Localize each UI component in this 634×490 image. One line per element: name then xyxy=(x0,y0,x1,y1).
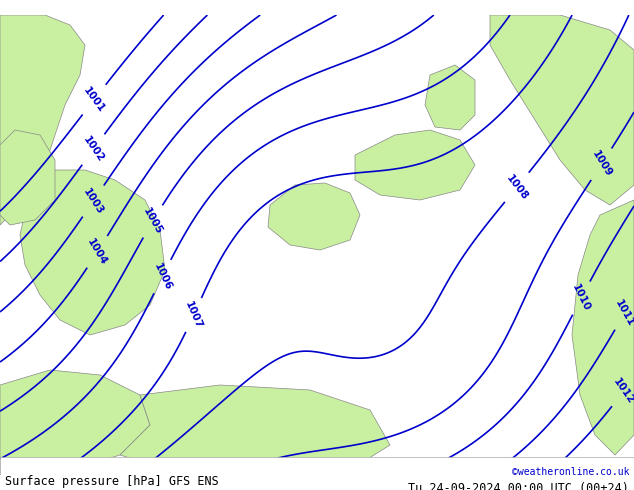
Polygon shape xyxy=(20,170,165,335)
Text: 1010: 1010 xyxy=(571,283,592,313)
Polygon shape xyxy=(0,130,55,225)
Bar xyxy=(0,457,634,490)
Polygon shape xyxy=(268,183,360,250)
Polygon shape xyxy=(0,370,150,475)
Text: 1002: 1002 xyxy=(81,135,106,164)
Text: 1005: 1005 xyxy=(141,206,164,237)
Text: 1011: 1011 xyxy=(613,298,634,329)
Polygon shape xyxy=(120,385,390,475)
Polygon shape xyxy=(0,15,85,225)
Text: 1003: 1003 xyxy=(81,186,105,216)
Text: 1012: 1012 xyxy=(611,376,634,406)
Text: 1008: 1008 xyxy=(504,173,529,202)
Text: Tu 24-09-2024 00:00 UTC (00+24): Tu 24-09-2024 00:00 UTC (00+24) xyxy=(408,482,629,490)
Text: 1007: 1007 xyxy=(183,300,204,330)
Text: 1009: 1009 xyxy=(590,149,613,179)
Polygon shape xyxy=(490,15,634,205)
Text: Surface pressure [hPa] GFS ENS: Surface pressure [hPa] GFS ENS xyxy=(5,474,219,488)
Polygon shape xyxy=(425,65,475,130)
Polygon shape xyxy=(572,200,634,455)
Text: 1004: 1004 xyxy=(86,237,109,267)
Text: 1006: 1006 xyxy=(152,261,173,292)
Polygon shape xyxy=(355,130,475,200)
Text: 1001: 1001 xyxy=(82,85,107,114)
Text: ©weatheronline.co.uk: ©weatheronline.co.uk xyxy=(512,467,629,477)
